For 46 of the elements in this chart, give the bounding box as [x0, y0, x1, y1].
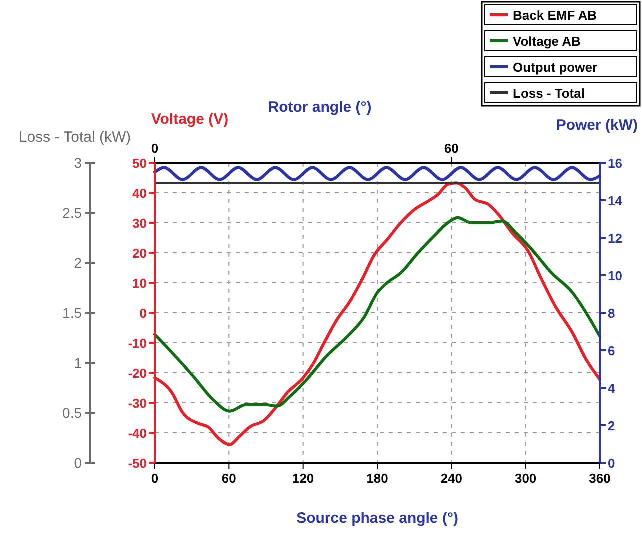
y-tick-label: 40 [132, 186, 147, 201]
legend-label: Loss - Total [513, 86, 585, 101]
y-tick-label: -20 [128, 366, 147, 381]
y-axis-title: Voltage (V) [151, 111, 229, 128]
y2-axis-title: Power (kW) [556, 117, 638, 134]
y2-tick-label: 8 [608, 306, 616, 321]
y2-tick-label: 6 [608, 344, 616, 358]
y-tick-label: -10 [128, 336, 147, 351]
y-tick-label: 30 [132, 216, 147, 231]
legend-label: Output power [513, 60, 598, 75]
y3-tick-label: 2 [74, 255, 82, 271]
y3-tick-label: 0.5 [62, 405, 82, 421]
x2-axis-title: Rotor angle (°) [268, 99, 372, 116]
x-tick-label: 240 [440, 471, 463, 486]
y3-tick-label: 2.5 [62, 205, 82, 221]
y2-tick-label: 2 [608, 418, 616, 434]
y3-tick-label: 1 [74, 355, 82, 371]
y3-tick-label: 0 [74, 455, 82, 471]
x-tick-label: 60 [222, 471, 236, 486]
legend-label: Voltage AB [513, 34, 581, 49]
x-tick-label: 0 [151, 471, 159, 486]
y2-tick-label: 10 [608, 268, 622, 284]
y-tick-label: 10 [132, 276, 147, 291]
y2-tick-label: 0 [608, 456, 616, 471]
y-tick-label: 0 [140, 306, 147, 321]
x2-tick-label: 60 [444, 141, 459, 156]
x-tick-label: 300 [514, 471, 537, 486]
x2-tick-label: 0 [151, 141, 159, 156]
y3-tick-label: 3 [74, 155, 82, 171]
y-tick-label: -30 [128, 396, 147, 411]
x-tick-label: 120 [292, 471, 314, 486]
y3-tick-label: 1.5 [62, 305, 82, 321]
y2-tick-label: 12 [608, 231, 622, 246]
y-tick-label: 50 [132, 156, 147, 171]
x-axis-title: Source phase angle (°) [296, 510, 458, 527]
y-tick-label: -40 [128, 426, 147, 441]
y-tick-label: -50 [128, 456, 147, 471]
y2-tick-label: 16 [608, 156, 622, 171]
x-tick-label: 180 [366, 471, 388, 486]
y-tick-label: 20 [132, 246, 147, 261]
line-series [154, 216, 602, 413]
y2-tick-label: 14 [608, 194, 624, 208]
y2-tick-label: 4 [608, 381, 616, 396]
x-tick-label: 360 [589, 471, 611, 486]
legend-label: Back EMF AB [513, 8, 598, 23]
y3-axis-title: Loss - Total (kW) [18, 129, 132, 146]
